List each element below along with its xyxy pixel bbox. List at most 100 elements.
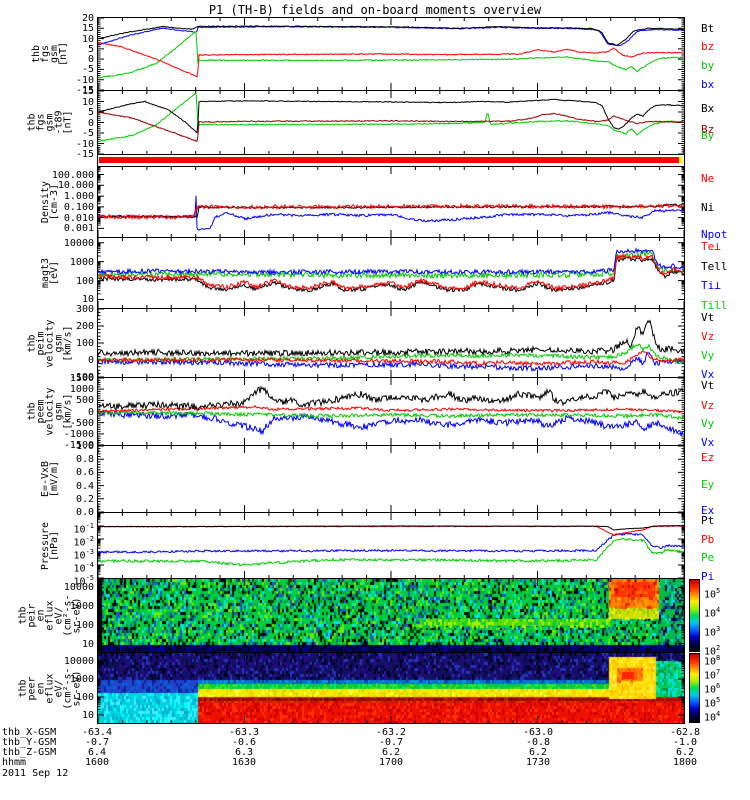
legend-label-Vx: Vx [701,367,715,381]
legend-label-Bz: Bz [701,122,715,136]
legend-label-By: By [701,129,715,143]
fgs_gsm-plot [98,18,684,90]
legend-label-Npot: Npot [701,228,728,242]
series-Pi [98,532,684,554]
y-tick-label: 10-4 [73,561,94,575]
y-tick-label: 10000 [63,237,94,249]
colorbar-tick-label: 108 [704,654,721,668]
panel-ve [97,377,685,446]
series-Vz [98,350,684,368]
y-tick-label: 10 [81,638,94,650]
y-tick-label: 15 [81,86,94,97]
series-Npot [98,195,684,231]
panel-density [97,166,685,238]
y-tick-label: 100 [75,275,94,287]
xaxis-value: -0.8 [525,737,551,748]
xaxis-value: 6.2 [675,747,695,758]
ispec-spectrogram-canvas [98,579,684,652]
panel-vi [97,308,685,378]
y-tick-label: 100 [75,691,94,703]
legend-label-Ni: Ni [701,201,715,214]
y-tick-label: -15 [75,85,94,96]
y-tick-label: 10 [81,96,94,108]
legend-label-Pb: Pb [701,533,715,547]
legend-label-Ez: Ez [701,450,715,464]
xaxis-row-label: hhmm [2,757,27,768]
y-tick-label: 0.010 [63,212,94,224]
series-Vy [98,410,684,421]
pressure-plot [98,513,684,578]
series-Till [98,250,684,280]
axis-ticks [98,18,684,90]
series-Pe [98,537,684,567]
status-flag-bar [99,157,679,163]
xaxis-value: 1700 [378,757,404,768]
panel-fgs_gsm [97,17,685,91]
y-tick-label: 300 [75,304,94,315]
xaxis-value: -0.7 [84,737,110,748]
series-Vx [98,410,684,437]
y-tick-label: -100 [69,372,94,383]
colorbar-tick-label: 103 [704,625,721,639]
y-tick-label: -1000 [63,428,94,440]
legend-label-Te: Te⊥ [701,239,721,253]
colorbar-tick-label: 104 [704,710,721,724]
y-tick-label: 0 [87,54,94,66]
series-By [98,92,684,143]
date-label: 2011 Sep 12 [2,768,69,779]
y-tick-label: 500 [75,395,94,407]
series-Vt [98,385,684,411]
y-tick-label: 20 [81,13,94,24]
y-tick-label: 200 [75,321,94,332]
axis-ticks [98,446,684,512]
page-title: P1 (TH-B) fields and on-board moments ov… [208,3,542,17]
y-tick-label: 10-5 [73,574,94,588]
y-tick-label: 1000 [69,601,94,613]
legend-label-bx: bx [701,78,715,92]
status-flag-tip [679,157,683,163]
axis-ticks [98,579,684,652]
legend-label-Till: Till [701,298,728,312]
series-Ne [98,202,684,221]
series-Ti⊥ [98,247,684,277]
series-Bx [98,98,684,134]
y-tick-label: 1.0 [75,441,94,452]
legend-label-Tell: Tell [701,259,728,273]
y-tick-label: 10 [81,709,94,721]
espec-spectrogram-canvas [98,653,684,723]
xaxis-value: 6.2 [528,747,548,758]
xaxis-value: 1730 [525,757,551,768]
y-tick-label: 0.001 [63,223,94,235]
axis-ticks [98,91,684,154]
y-tick-label: 10-1 [73,522,94,536]
legend-label-Vt: Vt [701,379,715,393]
series-Pb [98,525,684,536]
xaxis-value: -63.0 [522,727,554,738]
ve-plot [98,378,684,445]
y-tick-label: -10 [75,74,94,86]
panel-magt3 [97,237,685,309]
legend-label-Ex: Ex [701,503,715,517]
y-tick-label: 10000 [63,656,94,668]
y-tick-label: -5 [81,128,94,139]
xaxis-value: -63.3 [228,727,260,738]
y-tick-label: -500 [69,417,94,429]
series-Tell [98,256,684,293]
vi-plot [98,309,684,377]
y-tick-label: 10-2 [73,535,94,549]
y-tick-label: 1000 [69,256,94,268]
colorbar-tick-label: 106 [704,682,721,696]
legend-label-Vy: Vy [701,417,715,431]
xaxis-value: 6.3 [234,747,254,758]
efield-plot [98,446,684,512]
colorbar-ispec [689,579,700,652]
y-tick-label: 0.6 [75,467,94,479]
series-Vt [98,319,684,358]
y-tick-label: 100 [75,338,94,349]
y-tick-label: -1500 [63,440,94,451]
y-tick-label: 10000 [63,582,94,594]
legend-label-Bt: Bt [701,21,715,35]
xaxis-row-label: thb_Y-GSM [2,737,57,748]
xaxis-value: 6.4 [87,747,107,758]
magt3-plot [98,238,684,308]
